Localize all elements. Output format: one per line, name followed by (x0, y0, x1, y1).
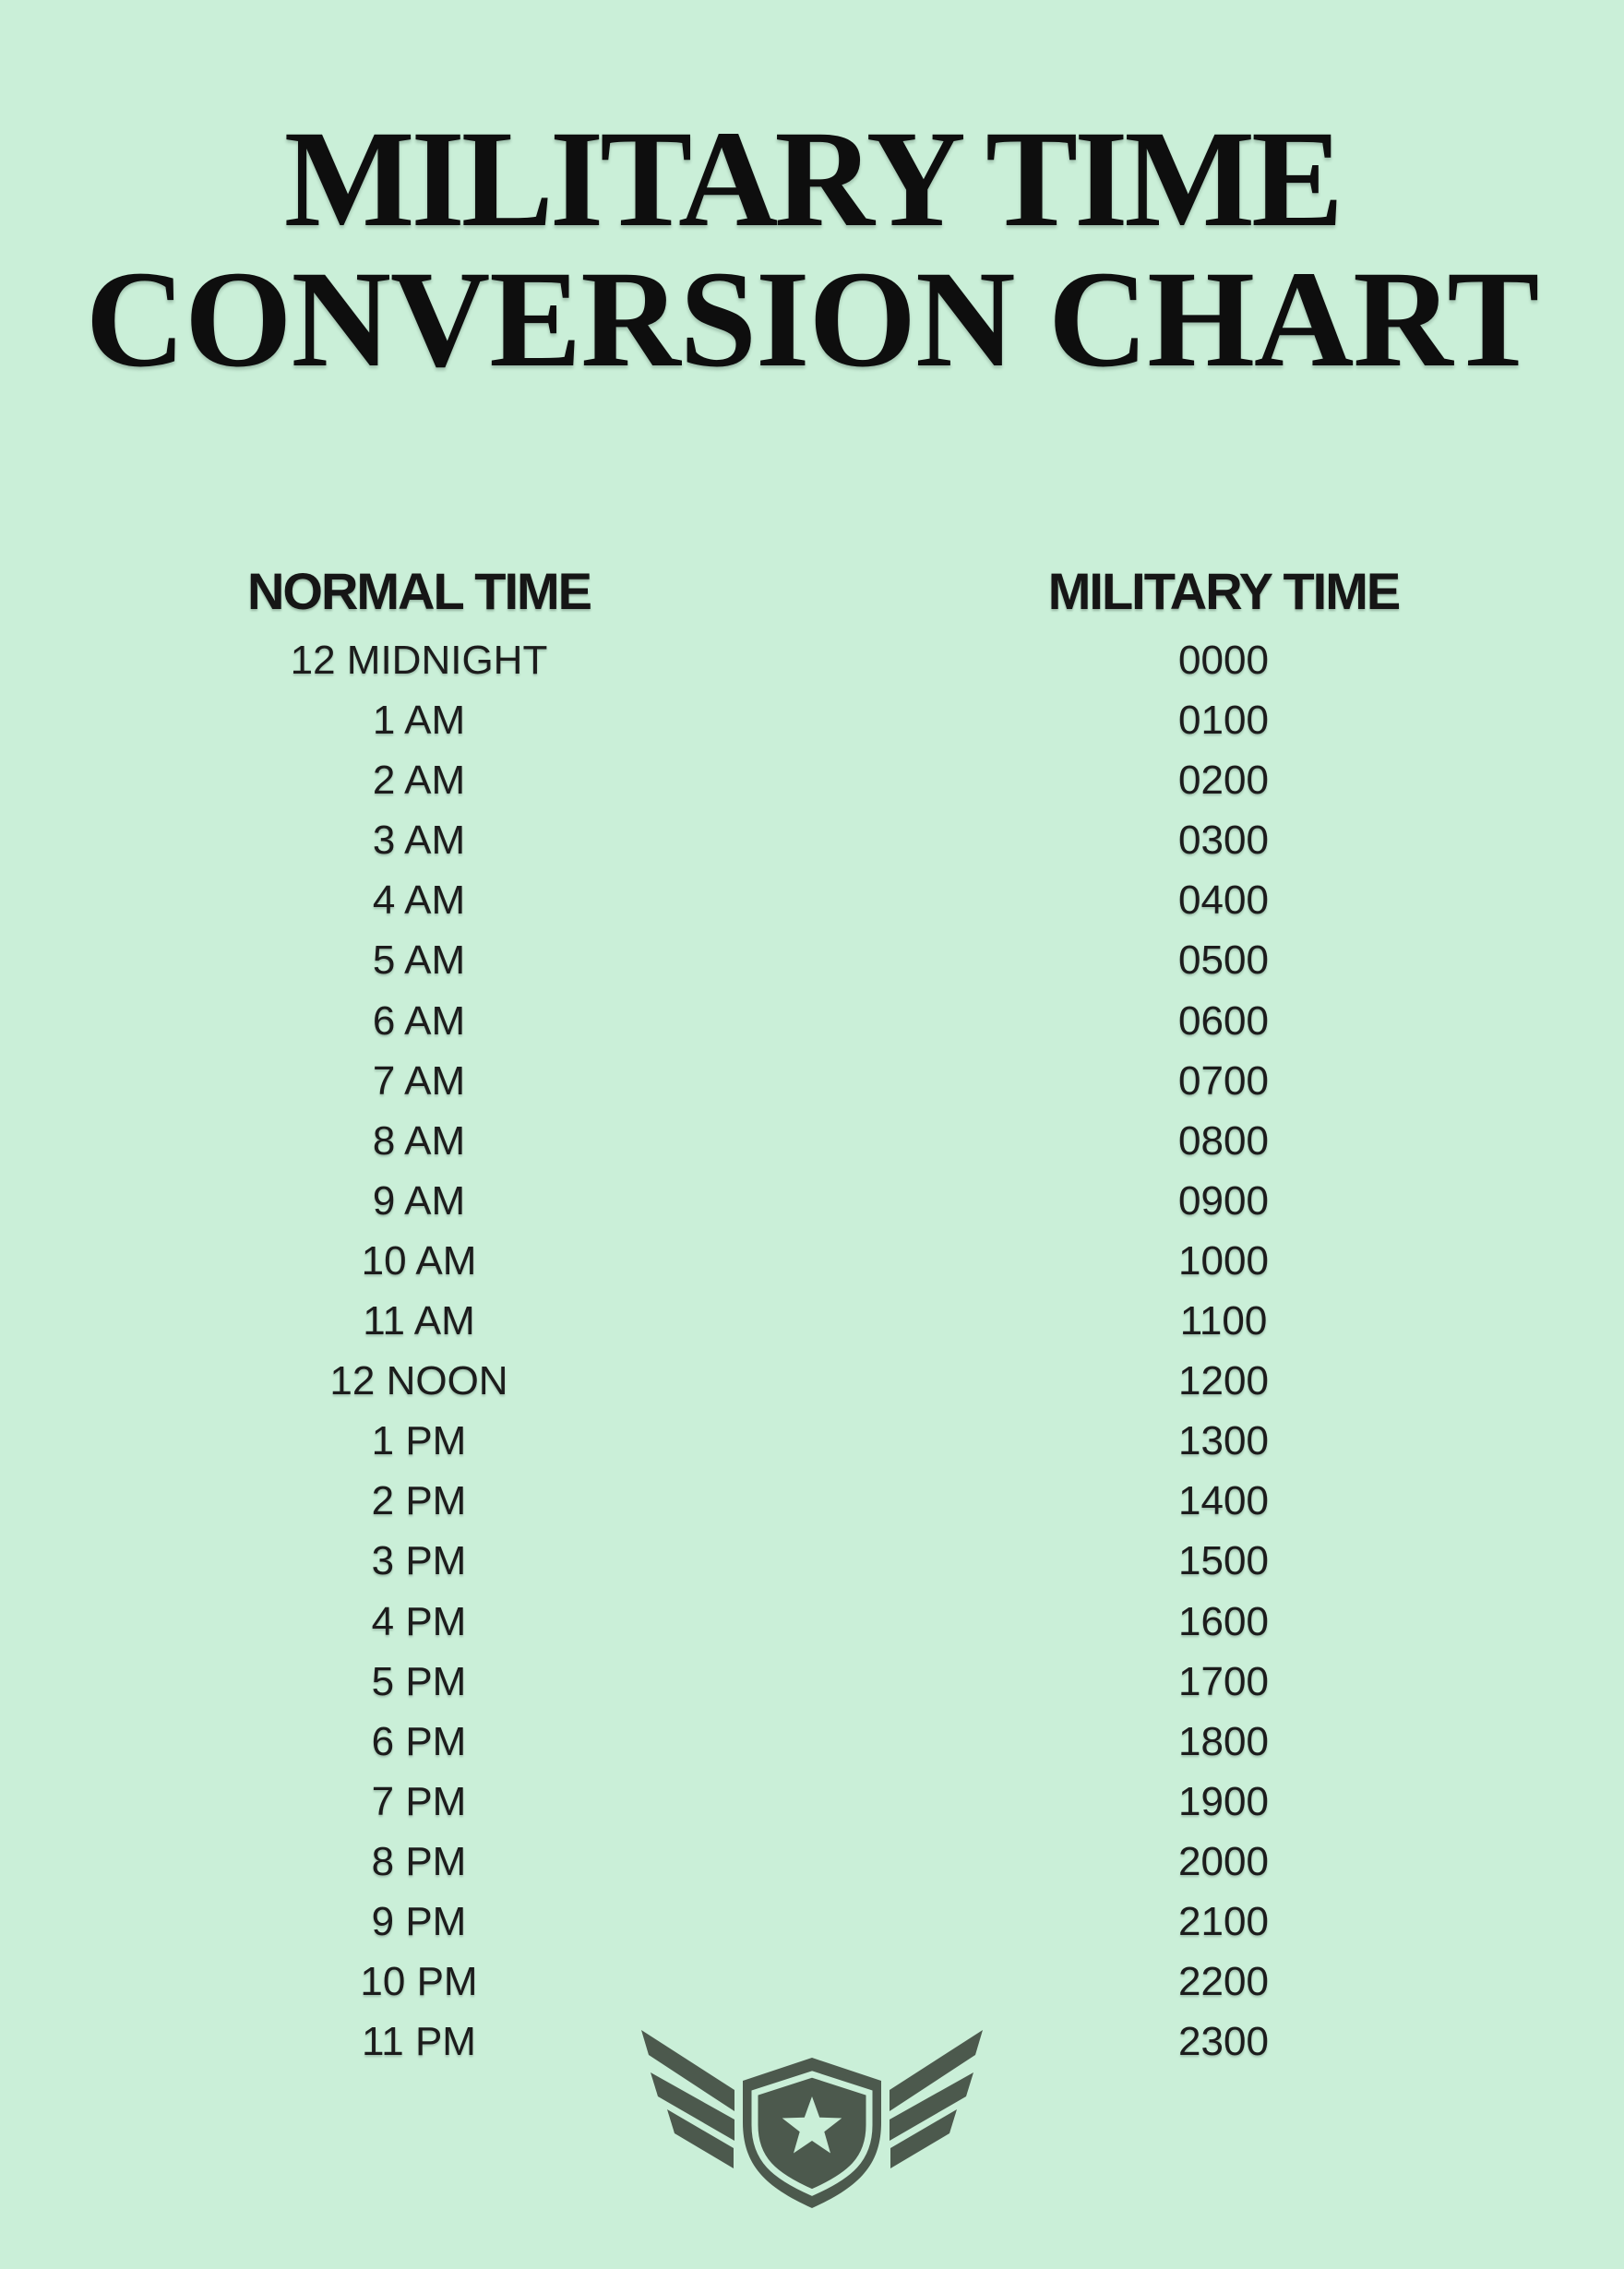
wing-stripe-right-2 (890, 2072, 973, 2141)
normal-time-cell: 1 AM (372, 698, 466, 744)
normal-time-cell: 12 MIDNIGHT (290, 638, 548, 683)
military-time-cell: 1900 (1178, 1778, 1269, 1824)
wing-stripe-left-2 (651, 2072, 734, 2141)
normal-time-header: NORMAL TIME (246, 562, 592, 620)
military-time-cell: 0500 (1178, 937, 1269, 984)
normal-time-cell: 9 PM (371, 1898, 467, 1944)
wing-stripe-left-3 (667, 2109, 734, 2168)
military-time-cell: 0100 (1178, 698, 1269, 744)
military-time-cell: 2100 (1178, 1898, 1269, 1944)
normal-time-cell: 1 PM (371, 1418, 467, 1464)
military-time-cell: 1800 (1178, 1718, 1269, 1764)
military-time-cell: 0700 (1178, 1057, 1269, 1104)
page-title: MILITARY TIME CONVERSION CHART (0, 109, 1624, 389)
normal-time-cell: 3 AM (372, 818, 466, 864)
normal-time-cell: 8 PM (371, 1838, 467, 1884)
title-line-1: MILITARY TIME (283, 102, 1343, 256)
shield-inner-outline (751, 2071, 873, 2196)
normal-time-cell: 7 AM (372, 1057, 466, 1104)
normal-time-column: NORMAL TIME 12 MIDNIGHT 1 AM 2 AM 3 AM 4 AM 5… (0, 563, 838, 2072)
military-time-cell: 0800 (1178, 1117, 1269, 1164)
normal-time-cell: 8 AM (372, 1117, 466, 1164)
normal-time-values: 12 MIDNIGHT 1 AM 2 AM 3 AM 4 AM 5 AM 6 AM 7 AM 8… (0, 630, 838, 2072)
military-time-header: MILITARY TIME (1047, 562, 1402, 620)
normal-time-cell: 11 PM (362, 2019, 476, 2065)
military-time-cell: 2000 (1178, 1838, 1269, 1884)
military-time-cell: 0300 (1178, 818, 1269, 864)
star-icon (782, 2096, 842, 2154)
military-time-values: 0000 0100 0200 0300 0400 0500 0600 0700 0800 0900… (823, 630, 1624, 2072)
normal-time-cell: 11 AM (363, 1298, 475, 1344)
military-time-cell: 0900 (1178, 1177, 1269, 1224)
normal-time-cell: 4 AM (372, 878, 466, 924)
normal-time-cell: 10 AM (361, 1237, 477, 1284)
normal-time-cell: 9 AM (372, 1177, 466, 1224)
normal-time-cell: 12 NOON (329, 1358, 508, 1404)
wing-stripe-left-1 (641, 2030, 734, 2111)
wing-stripe-right-1 (890, 2030, 983, 2111)
normal-time-cell: 6 PM (371, 1718, 467, 1764)
normal-time-cell: 6 AM (372, 997, 466, 1044)
normal-time-cell: 10 PM (360, 1959, 478, 2005)
military-time-cell: 2300 (1178, 2019, 1269, 2065)
military-time-cell: 1700 (1178, 1658, 1269, 1704)
military-time-cell: 0600 (1178, 997, 1269, 1044)
military-time-cell: 0400 (1178, 878, 1269, 924)
military-time-cell: 1500 (1178, 1538, 1269, 1584)
military-time-cell: 1200 (1178, 1358, 1269, 1404)
normal-time-cell: 2 AM (372, 758, 466, 804)
military-time-column: MILITARY TIME 0000 0100 0200 0300 0400 0500 06… (823, 563, 1624, 2072)
normal-time-cell: 3 PM (371, 1538, 467, 1584)
military-time-cell: 1600 (1178, 1598, 1269, 1644)
military-time-cell: 1000 (1178, 1237, 1269, 1284)
normal-time-cell: 7 PM (371, 1778, 467, 1824)
military-time-cell: 1400 (1178, 1478, 1269, 1524)
military-time-cell: 0000 (1178, 638, 1269, 683)
military-time-cell: 1300 (1178, 1418, 1269, 1464)
military-time-cell: 2200 (1178, 1959, 1269, 2005)
normal-time-cell: 4 PM (371, 1598, 467, 1644)
wing-stripe-right-3 (890, 2109, 957, 2168)
normal-time-cell: 5 AM (372, 937, 466, 984)
title-line-2: CONVERSION CHART (85, 243, 1540, 396)
military-time-cell: 1100 (1179, 1298, 1268, 1344)
military-time-cell: 0200 (1178, 758, 1269, 804)
normal-time-cell: 5 PM (371, 1658, 467, 1704)
normal-time-cell: 2 PM (371, 1478, 467, 1524)
winged-shield-star-badge-icon (641, 2030, 983, 2208)
